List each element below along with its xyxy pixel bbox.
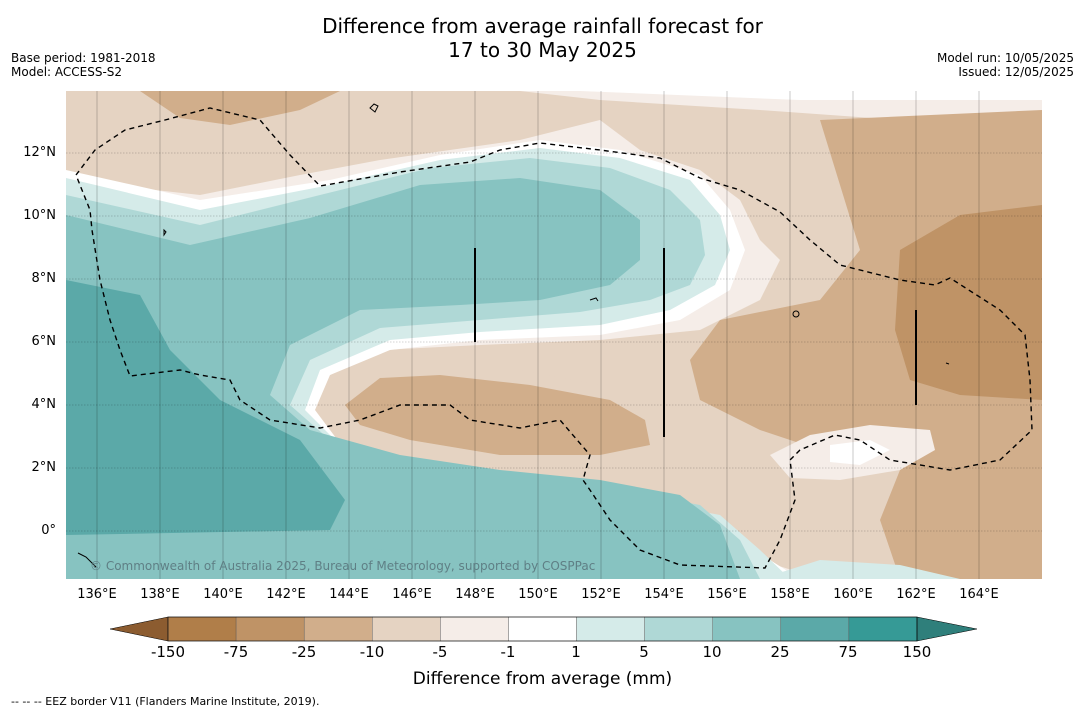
lon-label: 160°E xyxy=(833,587,873,602)
colorbar-over-arrow xyxy=(916,616,978,642)
model-run: Model run: 10/05/2025 xyxy=(936,51,1074,65)
sector-lines xyxy=(474,248,917,437)
lon-label: 142°E xyxy=(266,587,306,602)
lat-label: 6°N xyxy=(31,334,57,349)
eez-borders xyxy=(75,107,1033,569)
chart-title: Difference from average rainfall forecas… xyxy=(0,14,1085,62)
lon-label: 148°E xyxy=(455,587,495,602)
colorbar-bin xyxy=(644,616,713,642)
colorbar-tick: 75 xyxy=(838,643,858,661)
lon-label: 150°E xyxy=(518,587,558,602)
colorbar-tick: -25 xyxy=(291,643,317,661)
lon-label: 156°E xyxy=(707,587,747,602)
colorbar-title: Difference from average (mm) xyxy=(412,669,673,689)
lon-label: 152°E xyxy=(581,587,621,602)
lon-label: 140°E xyxy=(203,587,243,602)
colorbar-tick: 5 xyxy=(639,643,649,661)
colorbar-tick: 150 xyxy=(902,643,932,661)
meta-left: Base period: 1981-2018 Model: ACCESS-S2 xyxy=(11,51,156,79)
colorbar-bin xyxy=(440,616,509,642)
lon-label: 158°E xyxy=(770,587,810,602)
lat-label: 0° xyxy=(41,523,56,538)
copyright-text: © Commonwealth of Australia 2025, Bureau… xyxy=(90,559,596,573)
colorbar-bin xyxy=(372,616,441,642)
colorbar xyxy=(109,616,978,642)
colorbar-tick: 1 xyxy=(571,643,581,661)
colorbar-bin xyxy=(780,616,850,642)
islands xyxy=(77,103,950,568)
eez-footnote: -- -- -- EEZ border V11 (Flanders Marine… xyxy=(11,695,320,708)
colorbar-tick: 10 xyxy=(702,643,722,661)
lat-label: 10°N xyxy=(23,208,56,223)
colorbar-tick: 25 xyxy=(770,643,790,661)
colorbar-bin xyxy=(235,616,305,642)
lat-label: 4°N xyxy=(31,397,57,412)
colorbar-tick: -75 xyxy=(223,643,249,661)
lat-label: 2°N xyxy=(31,460,57,475)
title-line-1: Difference from average rainfall forecas… xyxy=(322,14,763,38)
colorbar-bins xyxy=(167,616,918,642)
colorbar-tick: -10 xyxy=(359,643,385,661)
latitude-gridlines xyxy=(66,152,1042,532)
contour-field xyxy=(66,91,1042,579)
colorbar-bin xyxy=(303,616,373,642)
lat-label: 8°N xyxy=(31,271,57,286)
colorbar-tick: -5 xyxy=(432,643,448,661)
lon-label: 162°E xyxy=(896,587,936,602)
lon-label: 136°E xyxy=(77,587,117,602)
colorbar-bin xyxy=(167,616,237,642)
model-name: Model: ACCESS-S2 xyxy=(11,65,123,79)
lon-label: 154°E xyxy=(644,587,684,602)
base-period: Base period: 1981-2018 xyxy=(11,51,156,65)
lon-label: 138°E xyxy=(140,587,180,602)
title-line-2: 17 to 30 May 2025 xyxy=(448,38,637,62)
longitude-gridlines xyxy=(96,91,980,579)
colorbar-bin xyxy=(848,616,918,642)
issued-date: Issued: 12/05/2025 xyxy=(958,65,1074,79)
colorbar-tick: -1 xyxy=(500,643,516,661)
colorbar-frame xyxy=(167,616,918,642)
colorbar-bin xyxy=(576,616,645,642)
lat-label: 12°N xyxy=(23,145,56,160)
lon-label: 144°E xyxy=(329,587,369,602)
meta-right: Model run: 10/05/2025 Issued: 12/05/2025 xyxy=(937,51,1074,79)
lon-label: 164°E xyxy=(959,587,999,602)
colorbar-bin xyxy=(712,616,782,642)
lon-label: 146°E xyxy=(392,587,432,602)
colorbar-under-arrow xyxy=(109,616,169,642)
colorbar-tick: -150 xyxy=(150,643,186,661)
colorbar-bin xyxy=(508,616,577,642)
